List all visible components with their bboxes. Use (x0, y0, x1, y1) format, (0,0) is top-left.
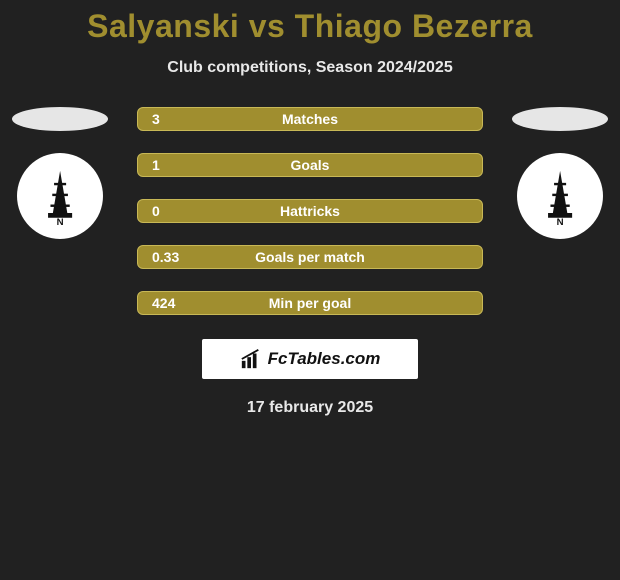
stat-bar-goals-per-match: 0.33 Goals per match (137, 245, 483, 269)
svg-text:N: N (57, 217, 64, 226)
stat-label: Goals (138, 157, 482, 173)
flag-left (12, 107, 108, 131)
stat-label: Matches (138, 111, 482, 127)
subtitle: Club competitions, Season 2024/2025 (0, 59, 620, 77)
stat-bar-goals: 1 Goals (137, 153, 483, 177)
oil-derrick-icon: N (530, 166, 590, 226)
club-logo-left: N (17, 153, 103, 239)
club-logo-right: N (517, 153, 603, 239)
oil-derrick-icon: N (30, 166, 90, 226)
stat-label: Hattricks (138, 203, 482, 219)
date-label: 17 february 2025 (0, 399, 620, 417)
attribution-badge[interactable]: FcTables.com (202, 339, 418, 379)
flag-right (512, 107, 608, 131)
attribution-text: FcTables.com (268, 349, 381, 369)
svg-text:N: N (557, 217, 564, 226)
stat-bar-matches: 3 Matches (137, 107, 483, 131)
stat-label: Min per goal (138, 295, 482, 311)
stat-label: Goals per match (138, 249, 482, 265)
stat-bar-hattricks: 0 Hattricks (137, 199, 483, 223)
player-left-column: N (10, 107, 110, 239)
bars-chart-icon (240, 348, 262, 370)
comparison-card: Salyanski vs Thiago Bezerra Club competi… (0, 0, 620, 580)
content-area: N N 3 Matches 1 (0, 107, 620, 417)
page-title: Salyanski vs Thiago Bezerra (0, 0, 620, 45)
player-right-column: N (510, 107, 610, 239)
stat-bar-min-per-goal: 424 Min per goal (137, 291, 483, 315)
stat-bars: 3 Matches 1 Goals 0 Hattricks 0.33 Goals… (137, 107, 483, 315)
